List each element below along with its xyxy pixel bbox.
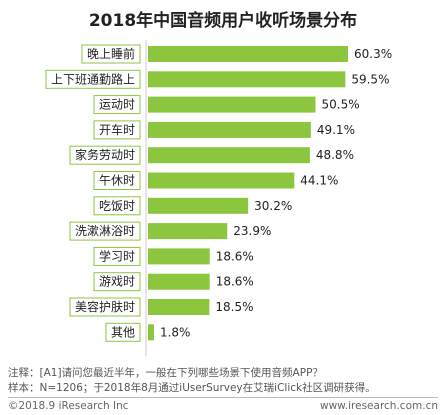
category-label-box [93,120,141,140]
category-label: 洗漱淋浴时 [75,224,135,238]
value-label: 50.5% [321,98,359,112]
value-label: 1.8% [160,325,191,339]
bar [148,121,311,138]
category-label: 游戏时 [99,275,135,289]
category-label-box [93,272,141,292]
value-label: 60.3% [354,47,392,61]
value-label: 18.5% [215,300,253,314]
category-label: 学习时 [99,248,135,263]
category-label-box [93,196,141,216]
category-label-box [69,221,141,241]
category-label: 上下班通勤路上 [51,71,135,86]
footer-divider [8,397,438,398]
value-label: 18.6% [216,275,254,289]
bar [148,96,316,113]
chart-title: 2018年中国音频用户收听场景分布 [88,11,358,31]
value-label: 30.2% [254,199,292,213]
category-label: 午休时 [99,174,135,188]
bar [148,197,249,214]
category-label: 运动时 [99,98,135,112]
bar [148,172,295,189]
category-label-box [93,246,141,266]
note-question: 注释：[A1]请问您最近半年，一般在下列哪些场景下使用音频APP？ [8,367,323,379]
bar [148,71,346,88]
category-label-box [93,171,141,190]
bar [148,324,154,341]
value-label: 49.1% [317,123,355,137]
category-label-box [93,95,141,115]
category-label: 其他 [111,325,135,339]
category-label-box [69,297,141,317]
category-label: 开车时 [99,122,135,137]
bar [148,273,210,290]
category-label: 晚上睡前 [87,46,135,61]
copyright-text: ©2018.9 iResearch Inc [8,400,129,412]
category-label-box [69,145,141,165]
value-label: 59.5% [351,72,389,86]
category-label-box [45,69,141,89]
website-url: www.iresearch.com.cn [319,400,438,412]
value-label: 44.1% [300,174,338,188]
value-label: 18.6% [216,249,254,263]
bar [148,46,348,62]
category-label-box [105,322,141,342]
category-label: 吃饭时 [99,199,135,213]
category-label: 家务劳动时 [75,147,135,162]
bar [148,299,210,315]
category-label-box [81,44,141,64]
bar [148,223,228,240]
bar [148,248,210,265]
note-sample: 样本：N=1206；于2018年8月通过iUserSurvey在艾瑞iClick… [8,382,376,394]
bar [148,147,310,164]
value-label: 48.8% [316,148,354,162]
category-label: 美容护肤时 [75,299,135,314]
value-label: 23.9% [233,224,271,238]
